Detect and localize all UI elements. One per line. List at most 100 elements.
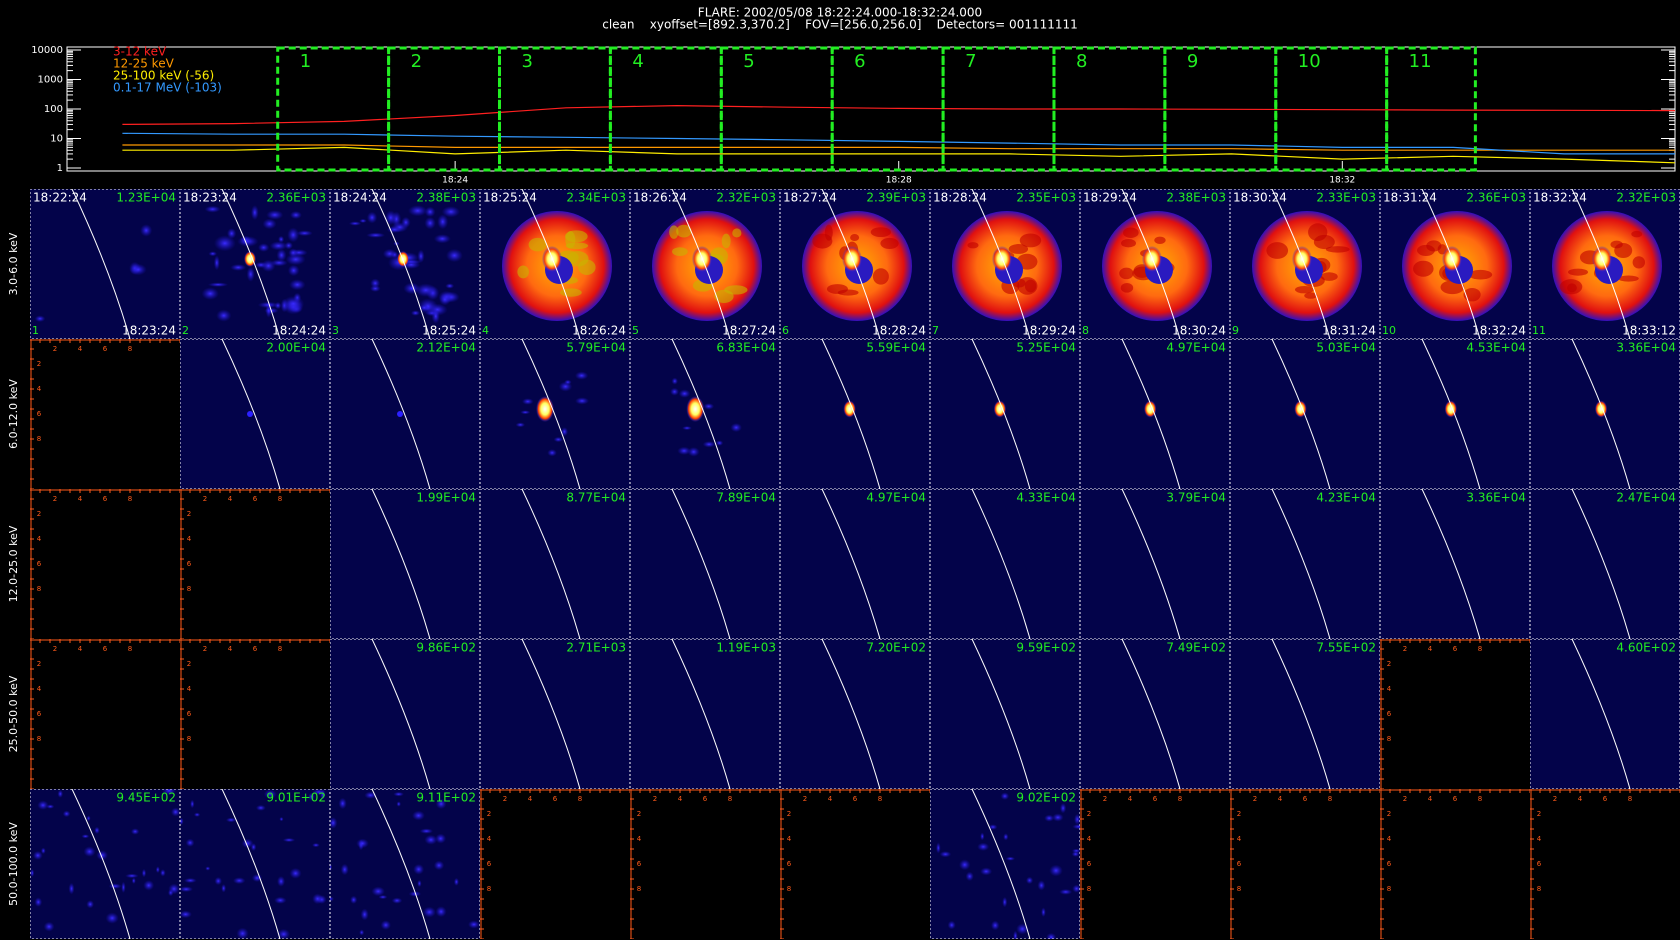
- noise-blob: [213, 235, 236, 252]
- ring-structure: [1413, 260, 1434, 277]
- empty-tick-label: 6: [103, 645, 108, 653]
- empty-tick-label: 6: [1087, 860, 1092, 868]
- empty-tick-label: 6: [37, 560, 42, 568]
- image-cell: 4.33E+04: [930, 489, 1080, 639]
- interval-box: [1052, 46, 1167, 172]
- cell-content: 5.25E+04: [930, 339, 1080, 489]
- point-source: [843, 400, 856, 418]
- noise-blob: [415, 283, 437, 297]
- solar-limb: [1121, 489, 1181, 639]
- empty-tick-label: 6: [553, 795, 558, 803]
- noise-blob: [62, 810, 71, 818]
- ring-structure: [517, 265, 529, 279]
- solar-limb: [971, 789, 1031, 939]
- cell-content: 3.36E+04: [1530, 339, 1680, 489]
- bright-spot: [1142, 246, 1162, 272]
- noise-blob: [419, 304, 429, 312]
- interval-box: [719, 46, 834, 172]
- empty-tick-label: 6: [1537, 860, 1542, 868]
- cell-frame: [180, 789, 330, 939]
- cell-frame: [1230, 339, 1380, 489]
- noise-blob: [560, 427, 569, 437]
- empty-cell: [1080, 789, 1230, 939]
- image-cell: 3.36E+04: [1530, 339, 1680, 489]
- noise-blob: [108, 883, 122, 889]
- noise-blob: [959, 859, 971, 871]
- noise-blob: [410, 310, 421, 316]
- noise-blob: [241, 838, 254, 849]
- image-cell: 2 2 4 4 6 6 8 8: [30, 489, 180, 639]
- start-time: 18:26:24: [633, 191, 687, 205]
- empty-tick-label: 8: [1628, 795, 1632, 803]
- start-time: 18:29:24: [1083, 191, 1137, 205]
- interval-index: 7: [932, 324, 939, 337]
- point-source: [1294, 400, 1307, 418]
- peak-label: 4.97E+04: [866, 491, 926, 505]
- noise-blob: [180, 886, 194, 893]
- noise-blob: [289, 210, 302, 220]
- legend-entry: 25-100 keV (-56): [113, 69, 214, 83]
- empty-tick-label: 8: [37, 435, 41, 443]
- noise-blob: [263, 789, 277, 799]
- solar-limb: [521, 339, 581, 489]
- solar-limb: [1271, 189, 1331, 339]
- image-cell: 2.32E+03 18:32:24 18:33:12 11: [1530, 189, 1680, 339]
- cell-content: 2.36E+03 18:23:24 18:24:24 2: [180, 189, 330, 339]
- interval-index: 11: [1532, 324, 1546, 337]
- noise-blob: [380, 920, 391, 930]
- noise-blob: [980, 832, 985, 841]
- solar-limb: [971, 639, 1031, 789]
- cell-frame: [330, 639, 480, 789]
- end-time: 18:33:12: [1622, 324, 1676, 338]
- cell-content: 1.23E+04 18:22:24 18:23:24 1: [30, 189, 180, 339]
- noise-blob: [216, 309, 232, 322]
- empty-tick-label: 4: [78, 345, 83, 353]
- empty-tick-label: 4: [78, 645, 83, 653]
- interval-label: 10: [1298, 51, 1321, 72]
- interval-index: 3: [332, 324, 339, 337]
- noise-blob: [564, 379, 572, 385]
- noise-blob: [417, 249, 425, 263]
- cell-content: 2 2 4 4 6 6 8 8: [30, 489, 180, 639]
- peak-label: 3.36E+04: [1466, 491, 1526, 505]
- image-cell: 7.49E+02: [1080, 639, 1230, 789]
- noise-blob: [185, 838, 195, 847]
- interval-label: 6: [854, 51, 865, 72]
- cell-frame: [930, 789, 1080, 939]
- noise-blob: [287, 264, 300, 277]
- noise-blob: [422, 906, 436, 918]
- noise-blob: [183, 877, 197, 884]
- empty-tick-label: 8: [578, 795, 582, 803]
- bright-spot: [992, 246, 1012, 272]
- image-cell: 4.23E+04: [1230, 489, 1380, 639]
- noise-blob: [419, 828, 434, 834]
- noise-blob: [988, 824, 998, 830]
- noise-blob: [702, 441, 716, 448]
- cell-frame: [780, 639, 930, 789]
- peak-label: 2.47E+04: [1616, 491, 1676, 505]
- cell-frame: [330, 489, 480, 639]
- noise-blob: [965, 871, 974, 882]
- image-cell: 9.01E+02: [180, 789, 330, 939]
- cell-frame: [1530, 339, 1680, 489]
- noise-blob: [1074, 813, 1080, 825]
- empty-tick-label: 4: [637, 835, 642, 843]
- noise-blob: [682, 426, 692, 431]
- x-tick-label: 18:24: [442, 176, 468, 186]
- ring-structure: [1024, 279, 1037, 293]
- noise-blob: [715, 440, 724, 446]
- cell-content: 7.20E+02: [780, 639, 930, 789]
- empty-tick-label: 6: [1303, 795, 1308, 803]
- empty-tick-label: 4: [1387, 685, 1392, 693]
- noise-blob: [936, 842, 941, 854]
- ring-structure: [1121, 239, 1137, 248]
- cell-frame: [1230, 489, 1380, 639]
- peak-label: 2.32E+03: [716, 191, 776, 205]
- noise-blob: [168, 883, 180, 895]
- empty-tick-label: 4: [1578, 795, 1583, 803]
- image-cell: 7.89E+04: [630, 489, 780, 639]
- ring-structure: [1019, 233, 1042, 248]
- noise-blob: [250, 205, 259, 221]
- empty-cell: [30, 489, 180, 639]
- cell-content: 6.83E+04: [630, 339, 780, 489]
